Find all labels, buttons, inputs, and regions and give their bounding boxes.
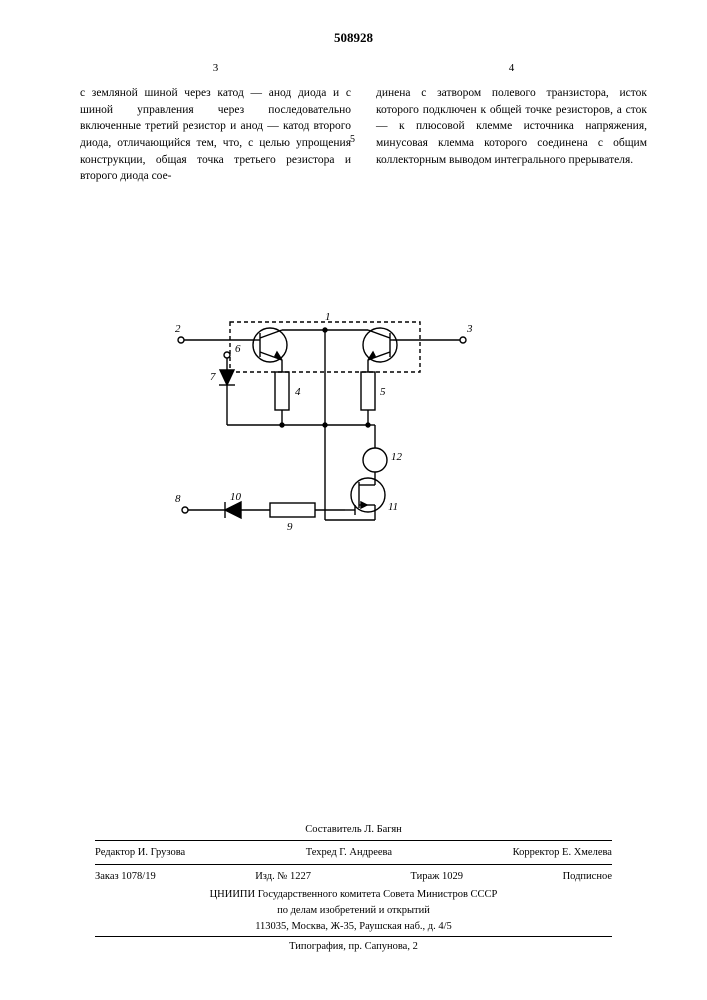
editor: Редактор И. Грузова: [95, 845, 185, 861]
col-num-right: 4: [376, 61, 647, 77]
text-columns: 3 с земляной шиной через катод — анод ди…: [0, 46, 707, 185]
org: ЦНИИПИ Государственного комитета Совета …: [95, 887, 612, 903]
izd: Изд. № 1227: [255, 869, 311, 885]
label-8: 8: [175, 493, 181, 505]
label-2: 2: [175, 323, 181, 335]
techred: Техред Г. Андреева: [306, 845, 392, 861]
right-column: 4 динена с затвором полевого транзистора…: [376, 61, 647, 185]
typo: Типография, пр. Сапунова, 2: [95, 939, 612, 955]
line-marker-5: 5: [350, 134, 355, 145]
label-4: 4: [295, 386, 301, 398]
label-11: 11: [388, 501, 398, 513]
patent-number: 508928: [0, 0, 707, 46]
label-12: 12: [391, 451, 403, 463]
right-text: динена с затвором полевого транзистора, …: [376, 85, 647, 168]
label-10: 10: [230, 491, 242, 503]
label-9: 9: [287, 521, 293, 533]
addr: 113035, Москва, Ж-35, Раушская наб., д. …: [95, 919, 612, 935]
left-column: 3 с земляной шиной через катод — анод ди…: [80, 61, 351, 185]
footer: Составитель Л. Багян Редактор И. Грузова…: [95, 822, 612, 955]
label-5: 5: [380, 386, 386, 398]
label-7: 7: [210, 371, 216, 383]
left-text: с земляной шиной через катод — анод диод…: [80, 85, 351, 185]
podpis: Подписное: [563, 869, 612, 885]
compiler: Составитель Л. Багян: [95, 822, 612, 838]
tirazh: Тираж 1029: [411, 869, 464, 885]
label-3: 3: [466, 323, 473, 335]
label-1: 1: [325, 311, 331, 323]
corrector: Корректор Е. Хмелева: [513, 845, 612, 861]
circuit-diagram: 2 3 6 7 4 5 1 8 10 9 11 12: [175, 310, 475, 560]
col-num-left: 3: [80, 61, 351, 77]
org2: по делам изобретений и открытий: [95, 903, 612, 919]
label-6: 6: [235, 343, 241, 355]
order: Заказ 1078/19: [95, 869, 156, 885]
